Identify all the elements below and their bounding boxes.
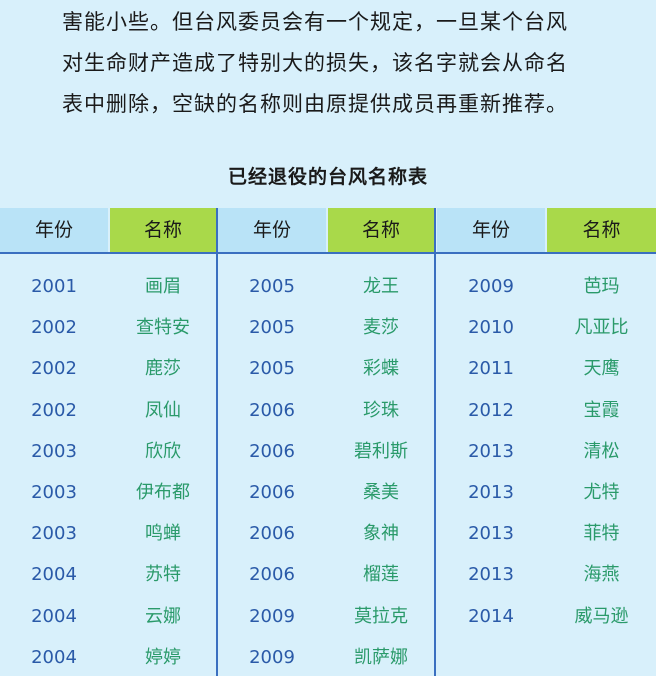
cell-year: 2001 (31, 276, 77, 297)
cell-year: 2004 (31, 605, 77, 627)
cell-name: 查特安 (136, 317, 190, 339)
cell-year: 2011 (468, 358, 514, 380)
cell-year: 2006 (249, 440, 295, 462)
cell-year: 2013 (468, 440, 514, 462)
cell-name: 碧利斯 (354, 440, 408, 462)
cell-name: 天鹰 (583, 358, 620, 380)
cell-name: 龙王 (363, 276, 399, 297)
cell-name: 清松 (583, 440, 620, 462)
cell-name: 凯萨娜 (354, 646, 408, 668)
cell-name: 云娜 (145, 605, 181, 627)
cell-name: 凡亚比 (574, 317, 629, 339)
header-name: 名称 (110, 208, 216, 252)
cell-name: 珍珠 (363, 399, 399, 421)
cell-year: 2006 (249, 523, 295, 545)
cell-name: 榴莲 (363, 564, 399, 586)
cell-year: 2004 (31, 646, 77, 668)
cell-name: 彩蝶 (363, 358, 399, 380)
cell-year: 2014 (468, 605, 514, 627)
cell-name: 画眉 (145, 276, 181, 297)
cell-name: 麦莎 (363, 317, 399, 339)
cell-name: 鹿莎 (145, 358, 181, 380)
cell-year: 2006 (249, 482, 295, 503)
header-year: 年份 (0, 208, 108, 252)
column-divider (216, 208, 218, 676)
cell-name: 菲特 (583, 523, 620, 545)
cell-year: 2013 (468, 523, 514, 545)
intro-line: 表中删除，空缺的名称则由原提供成员再重新推荐。 (62, 92, 568, 116)
cell-year: 2002 (31, 399, 77, 421)
intro-paragraph: 害能小些。但台风委员会有一个规定，一旦某个台风 对生命财产造成了特别大的损失，该… (62, 2, 642, 125)
cell-name: 鸣蝉 (145, 523, 181, 545)
cell-year: 2004 (31, 564, 77, 586)
header-year: 年份 (437, 208, 545, 252)
cell-year: 2002 (31, 358, 77, 380)
intro-line: 害能小些。但台风委员会有一个规定，一旦某个台风 (62, 10, 568, 34)
cell-name: 欣欣 (145, 440, 181, 462)
cell-year: 2006 (249, 564, 295, 586)
cell-name: 尤特 (583, 482, 620, 503)
cell-name: 婷婷 (145, 646, 181, 668)
intro-line: 对生命财产造成了特别大的损失，该名字就会从命名 (62, 51, 568, 75)
cell-year: 2010 (468, 317, 514, 339)
table-title: 已经退役的台风名称表 (227, 166, 428, 188)
cell-year: 2006 (249, 399, 295, 421)
retired-typhoon-table: 年份 名称 年份 名称 年份 名称 2001 画眉 2002 查特安 2002 鹿莎 200… (0, 208, 656, 676)
column-divider (434, 208, 436, 676)
cell-name: 威马逊 (574, 605, 629, 627)
header-name: 名称 (547, 208, 656, 252)
header-year: 年份 (218, 208, 326, 252)
cell-year: 2013 (468, 482, 514, 503)
cell-year: 2003 (31, 482, 77, 503)
table-header-row: 年份 名称 年份 名称 年份 名称 (0, 208, 656, 254)
cell-year: 2005 (249, 358, 295, 380)
cell-name: 伊布都 (136, 482, 190, 503)
cell-year: 2005 (249, 276, 295, 297)
cell-name: 桑美 (363, 482, 399, 503)
cell-name: 苏特 (145, 564, 181, 586)
cell-year: 2003 (31, 523, 77, 545)
cell-year: 2005 (249, 317, 295, 339)
cell-year: 2012 (468, 399, 514, 421)
cell-name: 海燕 (583, 564, 620, 586)
cell-name: 莫拉克 (354, 605, 408, 627)
cell-year: 2009 (249, 646, 295, 668)
header-name: 名称 (328, 208, 434, 252)
cell-name: 宝霞 (583, 399, 620, 421)
cell-name: 象神 (363, 523, 399, 545)
cell-year: 2013 (468, 564, 514, 586)
cell-year: 2002 (31, 317, 77, 339)
cell-year: 2009 (468, 276, 514, 297)
cell-year: 2009 (249, 605, 295, 627)
cell-name: 凤仙 (145, 399, 181, 421)
cell-year: 2003 (31, 440, 77, 462)
cell-name: 芭玛 (583, 276, 620, 297)
